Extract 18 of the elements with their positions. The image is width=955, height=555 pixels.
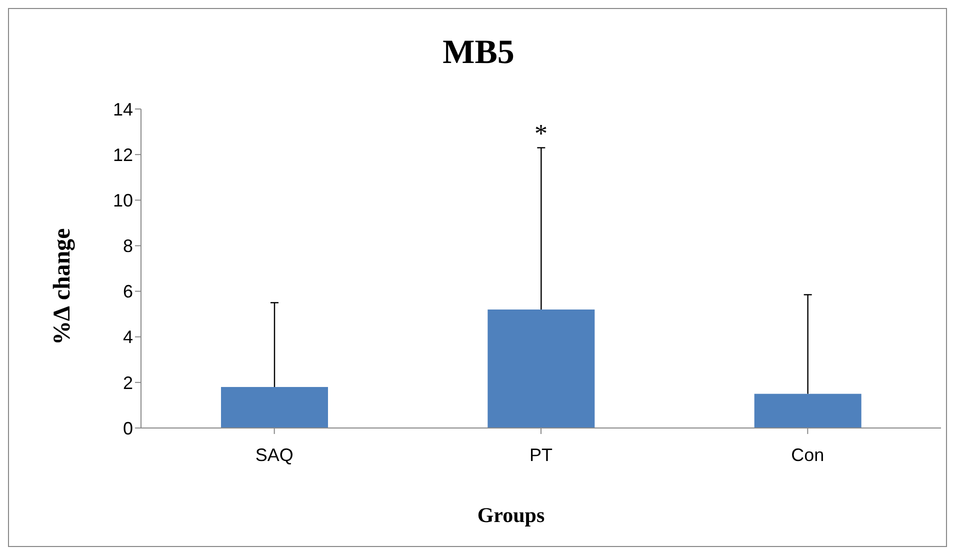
y-tick-label: 0 <box>122 418 133 438</box>
bar <box>221 386 328 428</box>
y-tick-label: 6 <box>122 282 133 302</box>
bar <box>488 310 595 428</box>
y-tick-label: 2 <box>122 372 133 393</box>
y-tick-label: 4 <box>122 327 133 348</box>
y-tick-label: 12 <box>112 144 133 165</box>
x-tick-label: PT <box>529 444 553 465</box>
x-axis-title: Groups <box>476 503 546 528</box>
chart-title: MB5 <box>442 34 516 72</box>
x-tick-label: SAQ <box>255 444 294 465</box>
y-axis-title: %∆ change <box>50 227 76 347</box>
annotation: * <box>534 119 548 149</box>
y-tick-label: 8 <box>122 236 133 256</box>
x-tick-label: Con <box>791 444 824 465</box>
y-tick-label: 14 <box>112 99 133 120</box>
bar <box>754 394 862 428</box>
y-tick-label: 10 <box>112 190 133 211</box>
